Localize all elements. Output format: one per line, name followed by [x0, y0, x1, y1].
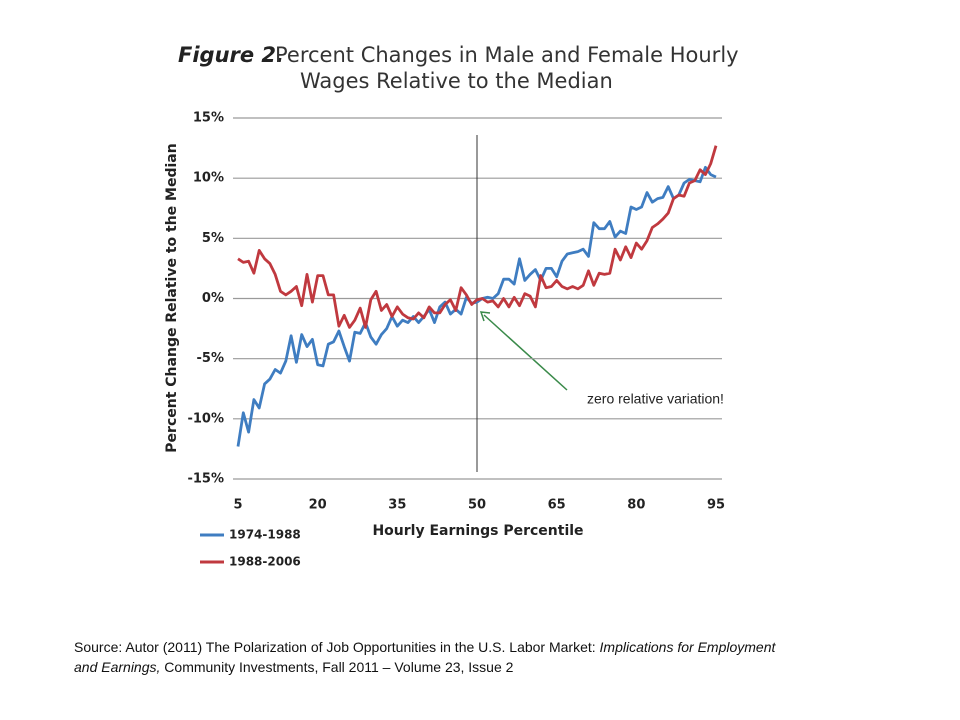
y-tick-label: 10% [193, 171, 224, 186]
y-tick-label: -5% [197, 351, 224, 366]
annotation: zero relative variation! [587, 391, 724, 407]
x-tick-label: 35 [388, 498, 406, 513]
y-axis-label: Percent Change Relative to the Median [164, 143, 180, 452]
y-tick-label: 0% [202, 291, 224, 306]
chart-title-line: Percent Changes in Male and Female Hourl… [275, 43, 739, 67]
chart-title-line: Wages Relative to the Median [300, 69, 613, 93]
y-tick-label: 15% [193, 111, 224, 126]
source-italic: Implications for Employment and Earnings… [74, 639, 776, 675]
source-note: Source: Autor (2011) The Polarization of… [74, 637, 794, 677]
source-text: Community Investments, Fall 2011 – Volum… [160, 659, 514, 675]
series-line [237, 145, 718, 329]
legend-label: 1974-1988 [229, 528, 301, 542]
x-tick-label: 50 [468, 498, 486, 513]
y-tick-label: 5% [202, 231, 224, 246]
arrow-head [479, 311, 491, 322]
x-axis-label: Hourly Earnings Percentile [372, 523, 583, 539]
x-tick-label: 5 [233, 498, 242, 513]
x-tick-label: 95 [707, 498, 725, 513]
x-tick-label: 65 [548, 498, 566, 513]
x-tick-label: 80 [627, 498, 645, 513]
y-tick-label: -10% [187, 411, 224, 426]
series-line [236, 165, 717, 447]
x-tick-label: 20 [309, 498, 327, 513]
legend-label: 1988-2006 [229, 555, 301, 569]
y-tick-label: -15% [187, 472, 224, 487]
figure-label: Figure 2. [178, 43, 284, 67]
annotation-arrow [483, 314, 568, 391]
source-text: Source: Autor (2011) The Polarization of… [74, 639, 600, 655]
